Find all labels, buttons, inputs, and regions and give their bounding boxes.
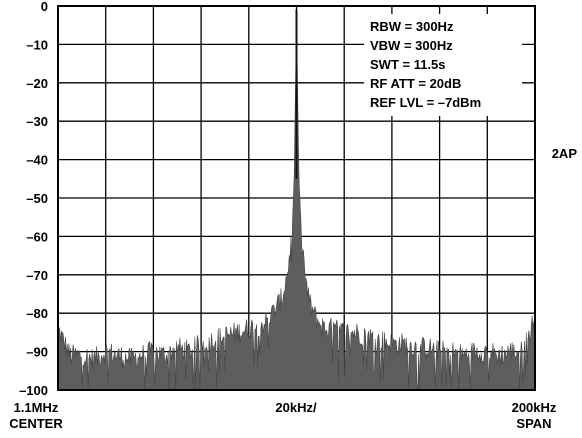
spectrum-trace [57,9,536,391]
y-tick-label: –100 [19,383,48,398]
y-tick-label: –30 [26,114,48,129]
y-tick-label: –40 [26,153,48,168]
y-tick-label: –20 [26,76,48,91]
y-tick-label: –70 [26,268,48,283]
annotation-rf-att: RF ATT = 20dB [370,76,461,91]
annotation-rbw: RBW = 300Hz [370,19,454,34]
x-label-center: 20kHz/ [275,400,317,415]
y-tick-labels: 0 –10 –20 –30 –40 –50 –60 –70 –80 –90 –100 [19,0,48,398]
x-label-left-top: 1.1MHz [14,400,59,415]
y-tick-label: –80 [26,306,48,321]
annotation-background [364,14,522,116]
settings-annotations: RBW = 300Hz VBW = 300Hz SWT = 11.5s RF A… [364,14,522,116]
x-label-right-top: 200kHz [512,400,557,415]
x-label-right-bottom: SPAN [516,416,551,431]
y-tick-label: 0 [41,0,48,14]
y-tick-label: –90 [26,345,48,360]
annotation-swt: SWT = 11.5s [370,57,446,72]
side-label: 2AP [552,146,578,161]
y-tick-label: –60 [26,229,48,244]
plot-frame [57,5,536,391]
y-tick-label: –10 [26,37,48,52]
annotation-vbw: VBW = 300Hz [370,38,453,53]
annotation-ref-lvl: REF LVL = –7dBm [370,95,481,110]
x-label-left-bottom: CENTER [9,416,63,431]
y-tick-label: –50 [26,191,48,206]
